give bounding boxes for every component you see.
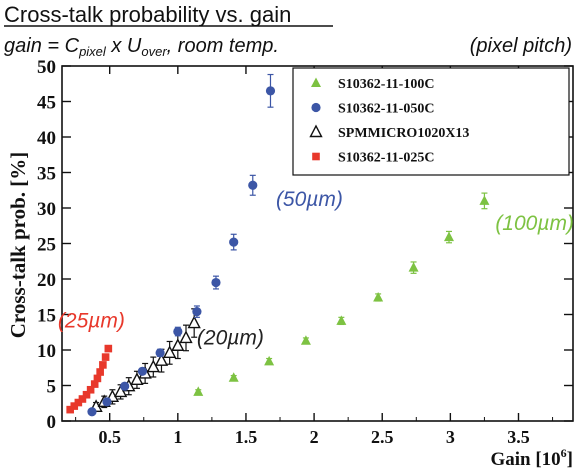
data-point	[228, 372, 239, 382]
y-tick-label: 20	[37, 270, 56, 291]
x-tick-label: 0.5	[98, 427, 121, 447]
data-point	[104, 344, 113, 353]
data-point	[137, 366, 147, 376]
data-point	[162, 345, 177, 359]
legend-marker	[311, 102, 321, 113]
x-tick-label: 3.5	[507, 427, 530, 447]
y-tick-label: 35	[37, 164, 56, 185]
series-S10362-11-025C	[66, 344, 113, 414]
data-point	[146, 359, 160, 373]
data-point	[192, 307, 202, 317]
data-point	[130, 372, 144, 386]
data-point	[86, 385, 95, 394]
data-point	[171, 338, 185, 351]
data-point	[82, 390, 91, 399]
data-point	[173, 326, 183, 337]
legend-marker	[312, 152, 320, 161]
data-point	[99, 361, 107, 369]
y-tick-label: 40	[37, 128, 56, 149]
data-point	[90, 380, 99, 388]
data-point	[300, 335, 311, 345]
data-point	[78, 395, 87, 403]
chart-subtitle: gain = Cpixel x Uover, room temp.	[4, 35, 279, 59]
data-point	[336, 315, 347, 325]
data-point	[443, 231, 454, 242]
y-tick-label: 0	[47, 412, 57, 433]
y-tick-label: 25	[37, 235, 56, 256]
data-point	[66, 405, 74, 414]
data-point	[187, 315, 201, 329]
data-point	[70, 402, 79, 410]
data-point	[102, 397, 112, 407]
x-axis-label: Gain [106]	[490, 446, 573, 470]
data-point	[74, 398, 83, 407]
x-tick-label: 2	[310, 427, 319, 447]
x-tick-label: 1	[173, 427, 182, 447]
pitch-annotation: (50µm)	[276, 188, 343, 211]
data-point	[179, 330, 193, 344]
pitch-annotation: (25µm)	[58, 309, 125, 332]
x-tick-label: 3	[446, 427, 455, 447]
data-point	[248, 180, 258, 190]
data-point	[479, 195, 490, 205]
data-point	[93, 374, 102, 383]
data-point	[265, 86, 276, 96]
data-point	[408, 262, 419, 272]
data-point	[193, 386, 204, 396]
legend-marker	[309, 124, 323, 138]
data-point	[87, 407, 97, 417]
legend-label: S10362-11-025C	[338, 151, 434, 166]
plot-frame	[61, 65, 574, 422]
legend-label: SPMMICRO1020X13	[338, 126, 469, 141]
y-tick-label: 45	[37, 93, 56, 114]
annotations: (50µm) (100µm) (25µm) (20µm)	[58, 188, 574, 349]
data-point	[96, 368, 104, 376]
x-tick-label: 1.5	[235, 427, 258, 447]
y-tick-label: 30	[37, 199, 56, 220]
pitch-annotation: (20µm)	[197, 326, 264, 349]
y-tick-label: 5	[47, 377, 57, 398]
data-point	[155, 348, 165, 358]
y-tick-label: 10	[37, 341, 56, 362]
y-axis-label: Cross-talk prob. [%]	[6, 152, 30, 339]
data-point	[211, 277, 221, 288]
legend-box	[292, 67, 570, 176]
series-S10362-11-050C	[87, 73, 276, 417]
pitch-annotation: (100µm)	[495, 212, 574, 235]
data-point	[229, 237, 239, 247]
data-points	[66, 73, 561, 417]
pixel-pitch-note: (pixel pitch)	[470, 35, 572, 57]
y-tick-label: 50	[37, 57, 56, 78]
legend-label: S10362-11-050C	[338, 102, 434, 117]
data-point	[264, 355, 275, 366]
data-point	[101, 353, 110, 361]
data-point	[120, 381, 130, 391]
legend: S10362-11-100C S10362-11-050C SPMMICRO1020…	[292, 67, 570, 176]
x-tick-label: 2.5	[371, 427, 394, 447]
chart-title: Cross-talk probability vs. gain	[4, 2, 291, 27]
legend-marker	[311, 77, 321, 87]
data-point	[154, 353, 169, 366]
legend-label: S10362-11-100C	[338, 77, 434, 92]
y-tick-label: 15	[37, 306, 56, 327]
data-point	[373, 291, 384, 302]
